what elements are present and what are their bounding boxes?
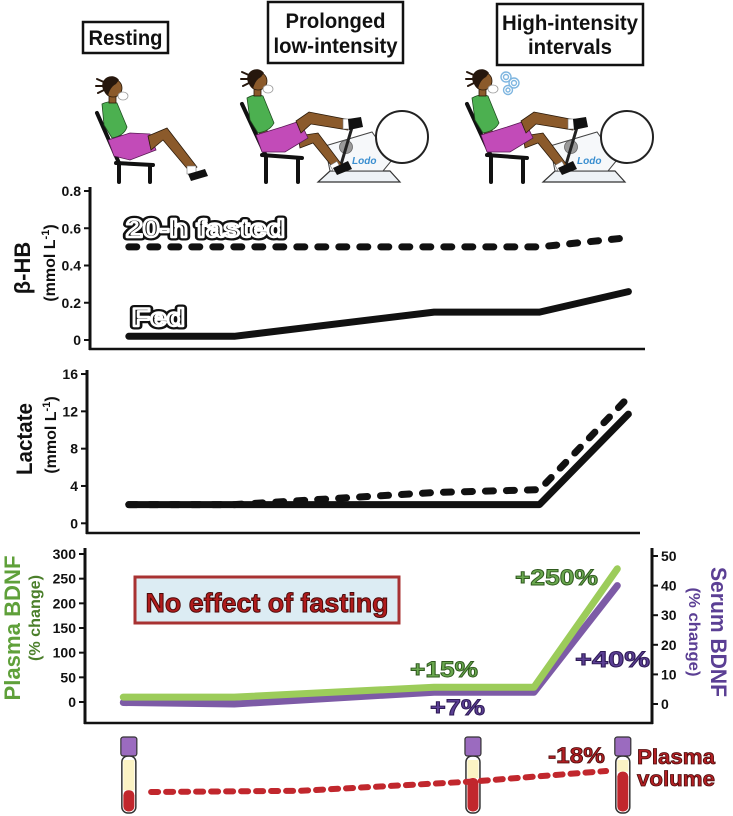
y-tick-label: 12 xyxy=(62,403,78,419)
blood-tube-icon xyxy=(120,736,138,814)
plasma-bdnf-end-annotation: +250% xyxy=(515,565,598,590)
y-tick-label: 0 xyxy=(68,694,76,710)
y-tick-label: 8 xyxy=(70,441,78,457)
svg-text:Fed: Fed xyxy=(132,304,185,332)
prolonged-cycling-figure-icon xyxy=(239,67,430,184)
series-line-fed xyxy=(125,288,632,340)
serum-bdnf-end-annotation: +40% xyxy=(575,647,650,672)
y-tick-label: 200 xyxy=(53,595,77,611)
right-y-tick-label: 50 xyxy=(661,548,677,564)
hiit-cycling-figure-icon xyxy=(464,67,655,184)
plasma-volume-change-annotation: -18% xyxy=(548,743,605,768)
y-tick-label: 16 xyxy=(62,366,78,382)
hiit-label-line1: High-intensity xyxy=(502,12,638,35)
bdnf-ticks: 0 50 100 150 200 250 300 0 10 20 30 40 50 xyxy=(53,546,677,712)
y-tick-label: 0.4 xyxy=(62,258,82,274)
y-tick-label: 4 xyxy=(70,478,78,494)
resting-label: Resting xyxy=(89,27,163,50)
right-y-tick-label: 10 xyxy=(661,666,677,682)
y-tick-label: 50 xyxy=(60,669,76,685)
resting-figure-icon xyxy=(95,76,208,184)
beta-hb-y-label: β-HB xyxy=(10,242,35,295)
tube-cap xyxy=(120,736,138,757)
y-tick-label: 250 xyxy=(53,571,77,587)
svg-text:20-h fasted: 20-h fasted xyxy=(126,215,285,243)
prolonged-label-line2: low-intensity xyxy=(274,35,398,58)
y-tick-label: 0.6 xyxy=(62,220,82,236)
prolonged-label-line1: Prolonged xyxy=(286,10,386,33)
hiit-label-line2: intervals xyxy=(528,36,612,59)
series-label-fasted: 20-h fasted 20-h fasted xyxy=(123,212,289,247)
no-effect-callout: No effect of fasting xyxy=(133,575,401,625)
plasma-bdnf-y-units: (% change) xyxy=(27,575,44,661)
plasma-bdnf-mid-annotation: +15% xyxy=(410,657,478,682)
plasma-bdnf-y-label: Plasma BDNF xyxy=(0,556,25,701)
serum-bdnf-y-label: Serum BDNF xyxy=(706,567,731,697)
bdnf-series xyxy=(119,565,621,708)
right-y-tick-label: 30 xyxy=(661,607,677,623)
beta-hb-series xyxy=(125,234,632,340)
right-y-tick-label: 40 xyxy=(661,578,677,594)
lactate-y-units: (mmol L-1) xyxy=(41,396,60,473)
series-label-fed: Fed Fed xyxy=(129,301,189,336)
plasma-volume-strip: -18% Plasma volume xyxy=(120,736,716,814)
series-line-fed xyxy=(125,410,632,509)
tube-cap xyxy=(464,736,482,757)
plasma-volume-label-line2: volume xyxy=(637,768,715,791)
blood-tube-icon xyxy=(614,736,632,814)
lactate-y-label: Lactate xyxy=(12,403,37,475)
y-tick-label: 0 xyxy=(73,332,81,348)
beta-hb-chart: β-HB (mmol L-1) 0 0.2 0.4 0.6 0.8 20-h faste… xyxy=(10,183,645,351)
serum-bdnf-y-units: (% change) xyxy=(685,588,702,677)
bdnf-chart: Plasma BDNF (% change) Serum BDNF (% cha… xyxy=(0,546,731,725)
heavy-breathing-icon xyxy=(500,71,520,96)
svg-text:20-h fasted: 20-h fasted xyxy=(126,215,285,243)
right-y-tick-label: 0 xyxy=(661,696,669,712)
lactate-chart: Lactate (mmol L-1) 0 4 8 12 16 xyxy=(12,366,640,535)
y-tick-label: 0.8 xyxy=(62,183,82,199)
lactate-ticks: 0 4 8 12 16 xyxy=(62,366,87,531)
y-tick-label: 100 xyxy=(53,645,77,661)
right-y-tick-label: 20 xyxy=(661,637,677,653)
y-tick-label: 150 xyxy=(53,620,77,636)
panel-label-prolonged: Prolonged low-intensity xyxy=(266,0,405,65)
tube-cap xyxy=(614,736,632,757)
blood-tube-icon xyxy=(464,736,482,814)
y-tick-label: 0.2 xyxy=(62,295,82,311)
beta-hb-y-units: (mmol L-1) xyxy=(40,224,59,301)
panel-label-resting: Resting xyxy=(81,20,170,55)
panel-label-hiit: High-intensity intervals xyxy=(495,2,645,67)
beta-hb-ticks: 0 0.2 0.4 0.6 0.8 xyxy=(62,183,90,348)
lactate-series xyxy=(125,393,632,509)
y-tick-label: 0 xyxy=(70,515,78,531)
y-tick-label: 300 xyxy=(53,546,77,562)
plasma-volume-label-line1: Plasma xyxy=(637,746,715,769)
serum-bdnf-mid-annotation: +7% xyxy=(430,695,485,720)
no-effect-callout-text: No effect of fasting xyxy=(146,588,389,618)
plasma-volume-series xyxy=(148,768,610,795)
series-line-plasma-volume xyxy=(148,768,610,795)
svg-text:Fed: Fed xyxy=(132,304,185,332)
